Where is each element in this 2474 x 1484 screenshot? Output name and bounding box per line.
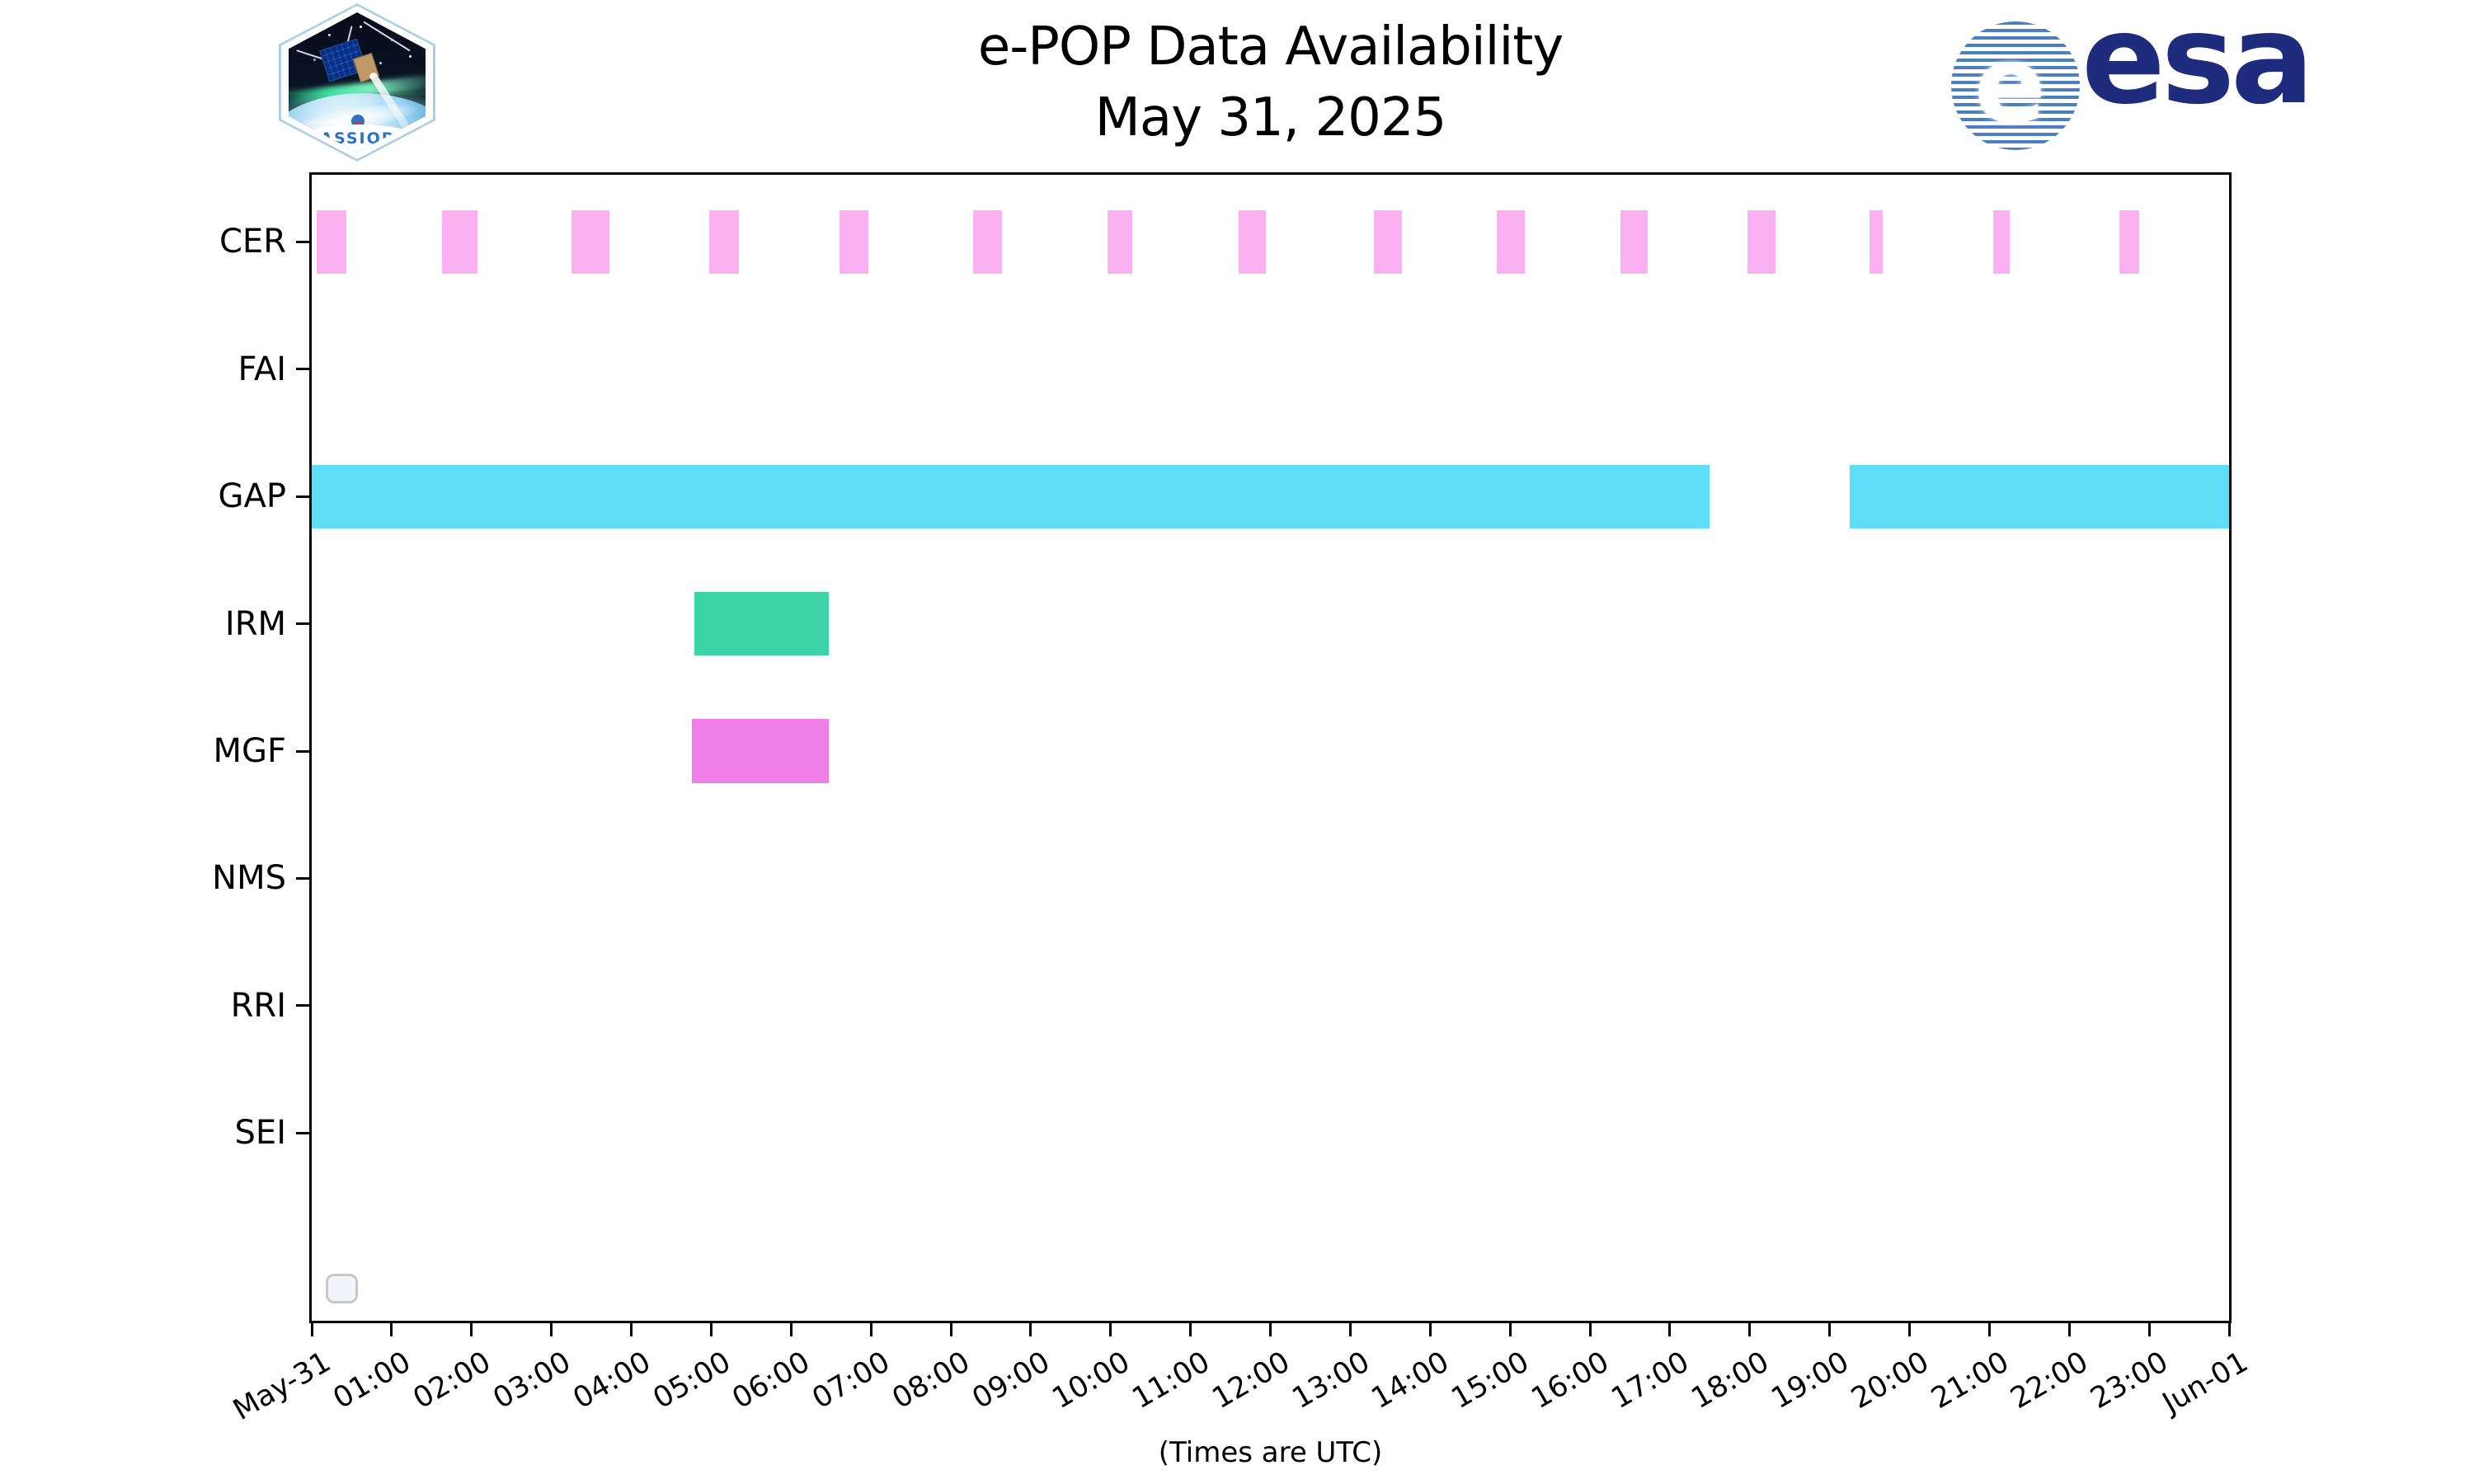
esa-globe-icon: e [1951,21,2080,150]
x-tick [789,1323,793,1336]
row-label-cer: CER [219,223,286,261]
x-tick-label-0400: 04:00 [567,1345,656,1416]
x-tick-label-1800: 18:00 [1686,1345,1775,1416]
x-tick-label-2300: 23:00 [2085,1345,2175,1416]
x-tick [1987,1323,1991,1336]
availability-bar-cer [1107,209,1132,274]
chart-title-line1: e-POP Data Availability [977,16,1564,77]
availability-bar-cer [1620,209,1648,274]
x-tick [1668,1323,1672,1336]
availability-bar-cer [1870,209,1883,274]
x-tick-label-0300: 03:00 [487,1345,576,1416]
x-tick-label-1200: 12:00 [1206,1345,1296,1416]
x-tick [630,1323,633,1336]
x-tick [1508,1323,1512,1336]
chart-title-line2: May 31, 2025 [1094,87,1447,148]
x-tick-label-2200: 22:00 [2005,1345,2095,1416]
row-label-nms: NMS [212,859,286,898]
x-tick [869,1323,872,1336]
x-tick [470,1323,473,1336]
x-tick [1109,1323,1112,1336]
availability-bar-cer [708,209,740,274]
availability-bar-cer [1374,209,1403,274]
x-tick-label-0900: 09:00 [967,1345,1056,1416]
x-tick-label-1900: 19:00 [1766,1345,1855,1416]
x-tick [550,1323,553,1336]
x-tick [709,1323,713,1336]
x-tick-label-0800: 08:00 [887,1345,976,1416]
row-label-fai: FAI [238,350,287,388]
x-tick [310,1323,313,1336]
esa-globe-letter: e [1974,24,2046,147]
availability-bar-cer [973,209,1002,274]
x-tick-label-0200: 02:00 [407,1345,496,1416]
x-tick-label-0600: 06:00 [727,1345,816,1416]
x-tick-label-0100: 01:00 [327,1345,416,1416]
esa-wordmark: esa [2081,0,2314,132]
availability-bar-cer [571,209,610,274]
availability-bar-mgf [692,719,829,783]
availability-bar-gap [1849,464,2229,528]
y-tick [296,1004,309,1007]
row-label-irm: IRM [224,604,286,643]
x-tick [2227,1323,2231,1336]
x-tick [1029,1323,1032,1336]
availability-bar-cer [2119,209,2139,274]
x-tick-label-1500: 15:00 [1446,1345,1536,1416]
y-tick [296,749,309,753]
x-tick [1428,1323,1432,1336]
row-label-sei: SEI [234,1114,286,1153]
row-label-mgf: MGF [213,732,286,770]
x-tick-label-1300: 13:00 [1286,1345,1376,1416]
x-tick-label-2000: 20:00 [1846,1345,1935,1416]
x-tick [1348,1323,1352,1336]
chart-title: e-POP Data Availability May 31, 2025 [311,12,2230,153]
x-tick [1828,1323,1832,1336]
y-tick [296,495,309,498]
x-tick-label-1600: 16:00 [1526,1345,1615,1416]
x-tick-label-0500: 05:00 [647,1345,736,1416]
x-tick-label-1400: 14:00 [1366,1345,1456,1416]
availability-bar-irm [694,591,829,656]
availability-bar-cer [1747,209,1776,274]
x-tick-label-1100: 11:00 [1126,1345,1216,1416]
y-tick [296,622,309,626]
x-tick-label-jun-01: Jun-01 [2157,1345,2254,1421]
starfield [305,22,308,25]
y-tick [296,1131,309,1134]
timeline-plot-area [309,172,2232,1323]
x-tick-label-1700: 17:00 [1606,1345,1695,1416]
row-label-gap: GAP [218,477,286,516]
x-tick [1189,1323,1192,1336]
x-tick [390,1323,393,1336]
availability-bar-gap [312,464,1710,528]
x-tick [1908,1323,1911,1336]
x-tick [1269,1323,1272,1336]
x-tick [2147,1323,2151,1336]
availability-bar-cer [1496,209,1525,274]
x-axis-caption: (Times are UTC) [1158,1436,1383,1469]
x-tick [1588,1323,1592,1336]
row-label-rri: RRI [230,986,286,1025]
x-tick-label-2100: 21:00 [1926,1345,2015,1416]
x-tick [1748,1323,1752,1336]
y-tick [296,368,309,371]
availability-bar-cer [840,209,869,274]
availability-bar-cer [316,209,346,274]
y-tick [296,876,309,880]
availability-bar-cer [1238,209,1266,274]
availability-bar-cer [1993,209,2010,274]
x-tick-label-1000: 10:00 [1047,1345,1136,1416]
x-tick-label-0700: 07:00 [807,1345,896,1416]
empty-legend-box [326,1274,358,1303]
x-tick-label-may-31: May-31 [228,1345,336,1428]
y-tick [296,240,309,243]
availability-bar-cer [441,209,478,274]
x-tick [2067,1323,2071,1336]
x-tick [949,1323,952,1336]
